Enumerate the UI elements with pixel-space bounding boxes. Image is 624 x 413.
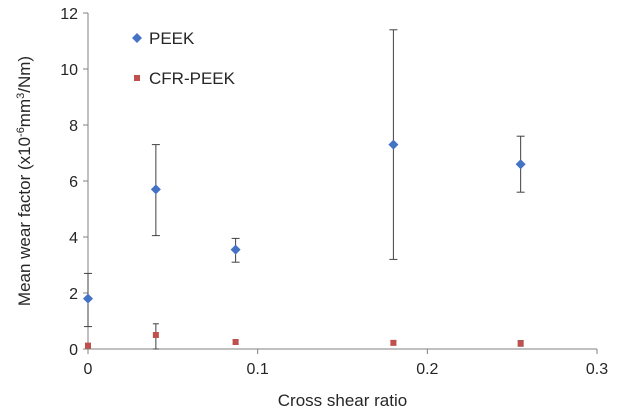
y-axis-title: Mean wear factor (x10-6mm3/Nm)	[15, 56, 34, 306]
x-tick-label: 0.1	[247, 361, 269, 378]
legend: PEEK CFR-PEEK	[132, 29, 236, 88]
x-tick-label: 0	[84, 361, 93, 378]
legend-label: PEEK	[149, 29, 195, 48]
y-axis-title-part: 3	[15, 93, 27, 99]
data-point-square	[85, 342, 91, 349]
series-peek	[83, 29, 526, 328]
y-axis-title-part: -6	[15, 127, 27, 137]
y-axis-title-part: mm	[15, 99, 34, 127]
x-tick-labels: 0 0.1 0.2 0.3	[84, 361, 609, 378]
x-tick-label: 0.3	[586, 361, 608, 378]
y-tick-label: 12	[60, 6, 78, 23]
axes	[83, 12, 598, 354]
data-point-diamond	[388, 139, 399, 150]
data-point-square	[152, 332, 159, 338]
y-tick-label: 0	[69, 342, 78, 359]
y-tick-label: 8	[69, 118, 78, 135]
data-point-square	[232, 339, 239, 345]
data-point-square	[390, 339, 397, 346]
y-tick-label: 2	[69, 286, 78, 303]
data-point-diamond	[230, 244, 241, 255]
data-point-square	[517, 340, 524, 347]
plot-area	[83, 29, 526, 350]
y-tick-label: 4	[69, 230, 78, 247]
data-point-diamond	[515, 159, 526, 170]
data-point-diamond	[150, 184, 161, 195]
series-cfr-peek	[85, 323, 524, 350]
legend-marker-square	[134, 75, 140, 81]
x-axis-title: Cross shear ratio	[278, 391, 407, 410]
y-tick-label: 6	[69, 174, 78, 191]
legend-label: CFR-PEEK	[149, 69, 236, 88]
legend-marker-diamond	[132, 33, 142, 43]
y-tick-label: 10	[60, 62, 78, 79]
y-axis-title-part: Mean wear factor (x10	[15, 137, 34, 306]
y-tick-labels: 0 2 4 6 8 10 12	[60, 6, 78, 359]
x-tick-label: 0.2	[416, 361, 438, 378]
y-axis-title-part: /Nm)	[15, 56, 34, 93]
data-point-diamond	[83, 293, 93, 304]
